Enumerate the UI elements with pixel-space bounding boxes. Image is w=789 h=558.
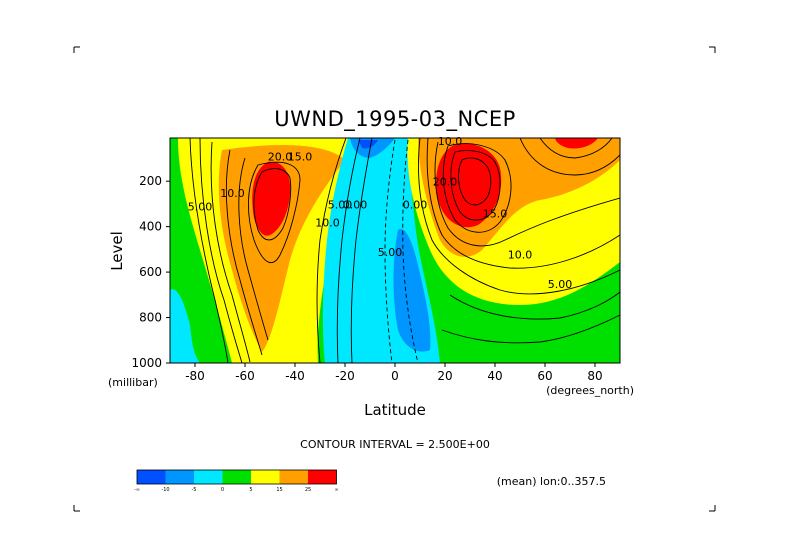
colorbar-label: ∞ bbox=[334, 487, 338, 493]
contour-label: 10.0 bbox=[315, 217, 340, 230]
colorbar-swatch bbox=[279, 470, 308, 484]
x-tick-label: 40 bbox=[487, 369, 502, 383]
y-tick-label: 200 bbox=[139, 174, 162, 188]
contour-label: 5.00 bbox=[188, 201, 213, 214]
field-red-nh-top bbox=[555, 138, 598, 149]
contour-label: 20.0 bbox=[433, 176, 458, 189]
colorbar-swatch bbox=[251, 470, 280, 484]
colorbar-label: -5 bbox=[192, 487, 197, 493]
colorbar: -∞ -10 -5 0 5 15 25 ∞ bbox=[134, 469, 339, 493]
contour-label: 10.0 bbox=[508, 248, 533, 261]
colorbar-frame bbox=[136, 469, 337, 485]
field-red-sh bbox=[252, 161, 291, 236]
colorbar-label: 0 bbox=[221, 487, 224, 493]
field-cyan-sh-surface bbox=[170, 289, 200, 363]
x-tick-label: 0 bbox=[391, 369, 399, 383]
field-orange-sh bbox=[218, 145, 345, 352]
y-axis-units: (millibar) bbox=[108, 376, 158, 389]
contour-label: 5.00 bbox=[378, 246, 403, 259]
x-tick-label: -60 bbox=[235, 369, 255, 383]
x-tick-label: -40 bbox=[285, 369, 305, 383]
contour-label: 20.0 bbox=[268, 151, 293, 164]
x-tick-label: 80 bbox=[587, 369, 602, 383]
contour-label: 0.00 bbox=[403, 198, 428, 211]
field-red-nh bbox=[435, 143, 502, 228]
contour-label: 5.00 bbox=[548, 278, 573, 291]
y-axis-label: Level bbox=[108, 231, 126, 271]
x-tick-label: 60 bbox=[537, 369, 552, 383]
contour-label: 0.00 bbox=[343, 198, 368, 211]
colorbar-label: 25 bbox=[305, 487, 311, 493]
contour-label: 15.0 bbox=[483, 208, 508, 221]
x-tick-label: -20 bbox=[335, 369, 355, 383]
x-axis-units: (degrees_north) bbox=[546, 384, 634, 397]
colorbar-swatch bbox=[165, 470, 194, 484]
colorbar-label: -∞ bbox=[134, 487, 140, 493]
x-tick-label: 20 bbox=[437, 369, 452, 383]
colorbar-label: 15 bbox=[276, 487, 282, 493]
colorbar-swatch bbox=[194, 470, 223, 484]
y-tick-label: 1000 bbox=[131, 356, 162, 370]
colorbar-swatch bbox=[222, 470, 251, 484]
colorbar-swatch bbox=[137, 470, 166, 484]
colorbar-label: -10 bbox=[161, 487, 169, 493]
contour-label: 10.0 bbox=[220, 187, 245, 200]
plot-area bbox=[170, 138, 620, 363]
x-axis-label: Latitude bbox=[364, 401, 426, 419]
x-axis: -80 -60 -40 -20 0 20 40 60 80 bbox=[185, 363, 603, 383]
colorbar-swatch bbox=[308, 470, 337, 484]
contour-label: 5.00 bbox=[328, 198, 353, 211]
field-darkblue-top bbox=[358, 140, 378, 149]
y-axis: 200 400 600 800 1000 bbox=[131, 174, 170, 370]
chart-title: UWND_1995-03_NCEP bbox=[274, 107, 516, 132]
corner-marks bbox=[73, 46, 716, 512]
contour-interval-text: CONTOUR INTERVAL = 2.500E+00 bbox=[300, 438, 490, 451]
x-tick-label: -80 bbox=[185, 369, 205, 383]
contour-label: 10.0 bbox=[438, 135, 463, 148]
contour-label: 15.0 bbox=[288, 151, 313, 164]
contour-lines bbox=[189, 138, 620, 363]
colorbar-label: 5 bbox=[249, 487, 252, 493]
mean-text: (mean) lon:0..357.5 bbox=[497, 475, 606, 488]
y-tick-label: 400 bbox=[139, 220, 162, 234]
y-tick-label: 800 bbox=[139, 311, 162, 325]
y-tick-label: 600 bbox=[139, 265, 162, 279]
field-blue-tropics bbox=[393, 229, 431, 352]
